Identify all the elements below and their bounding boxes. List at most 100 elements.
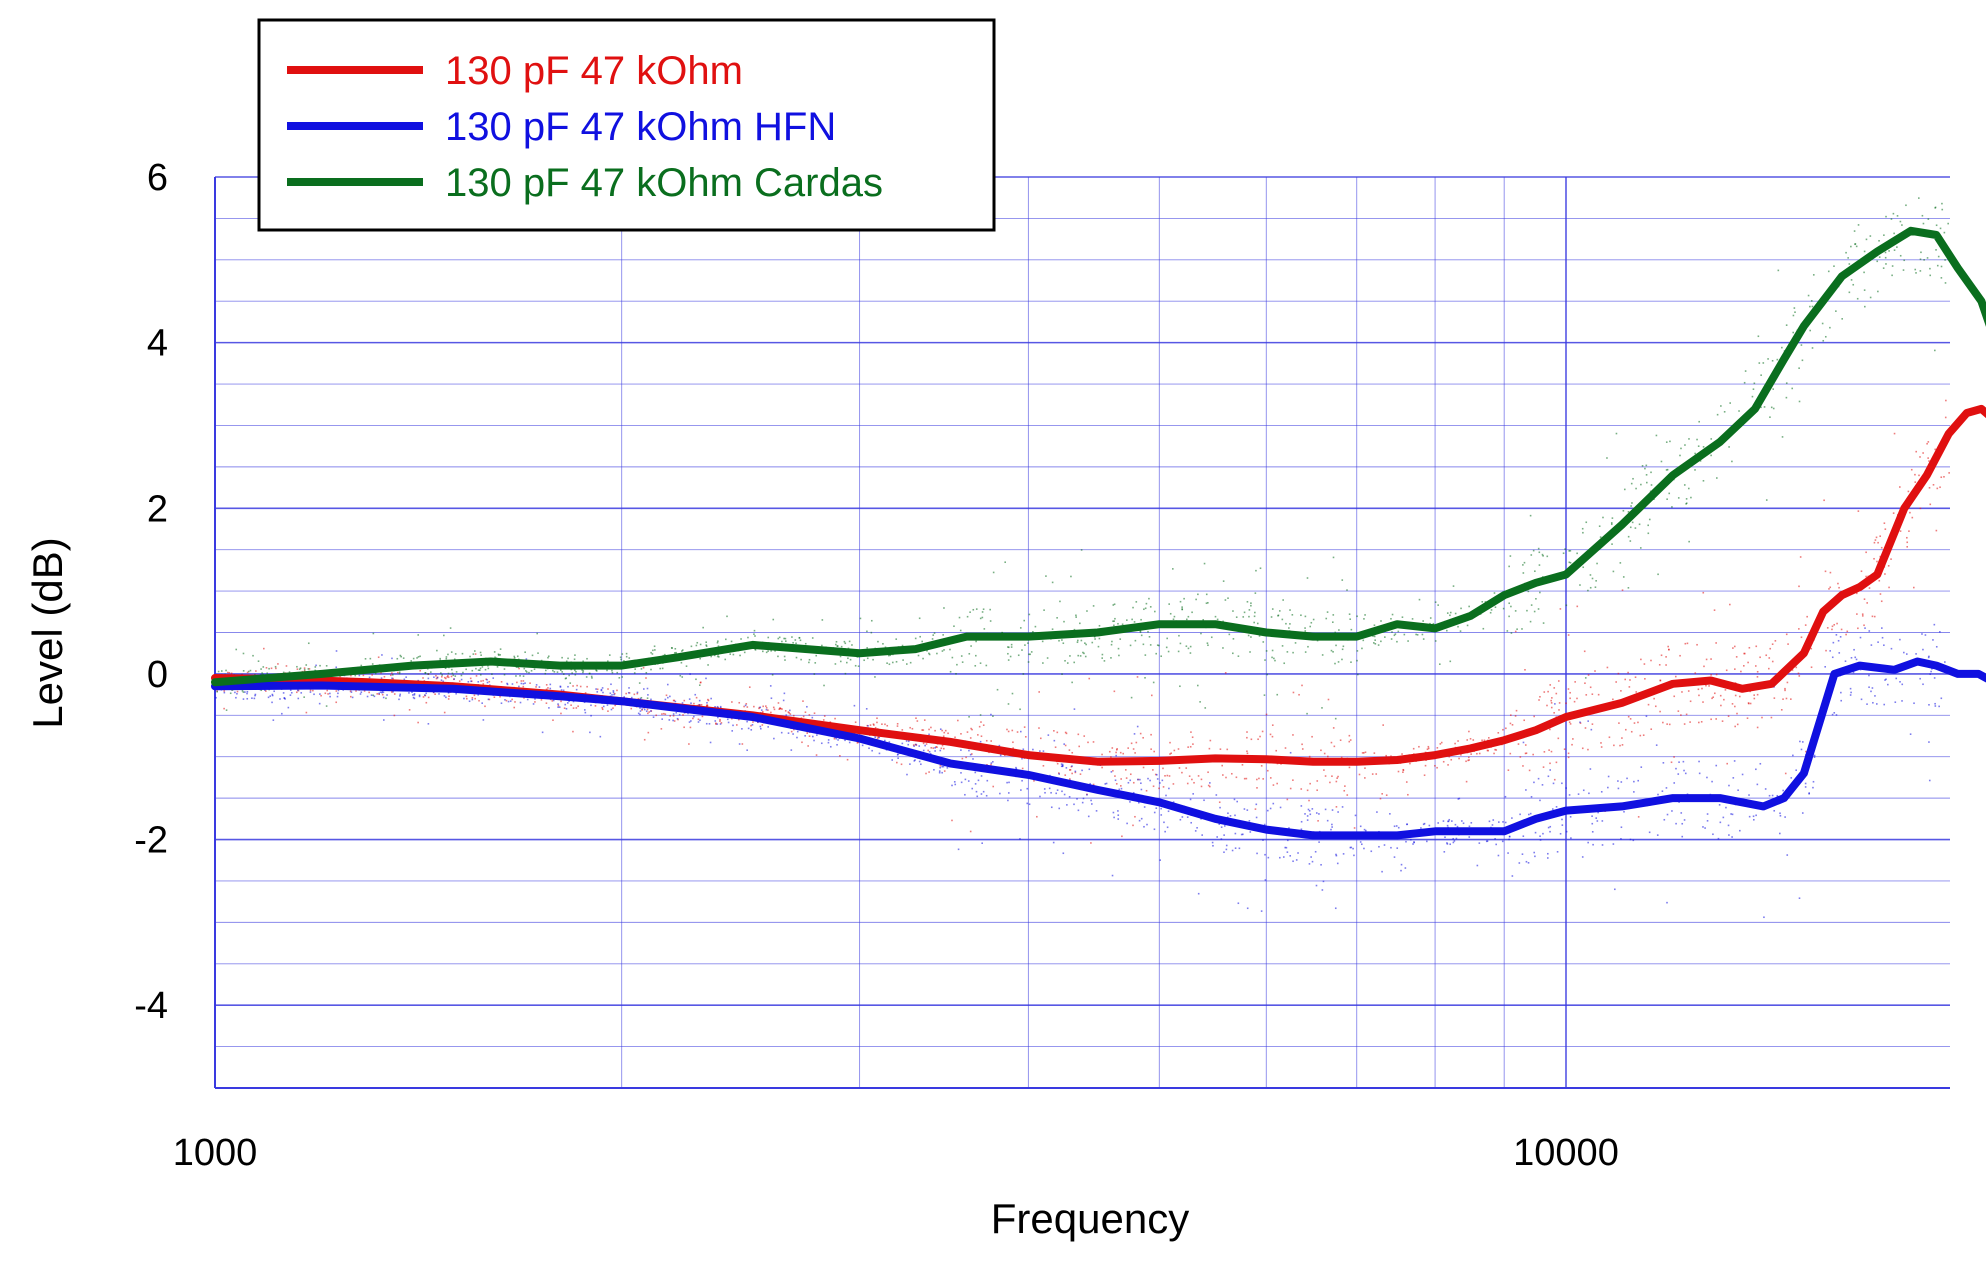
scatter-point xyxy=(1660,654,1663,657)
scatter-point xyxy=(486,678,488,681)
scatter-point xyxy=(1140,782,1142,785)
scatter-point xyxy=(1010,646,1013,648)
scatter-point xyxy=(1687,690,1690,692)
scatter-point xyxy=(523,667,526,670)
scatter-point xyxy=(949,670,952,673)
scatter-point xyxy=(1409,762,1411,765)
scatter-point xyxy=(1110,643,1113,646)
scatter-point xyxy=(1669,440,1671,443)
scatter-point xyxy=(1468,605,1470,608)
scatter-point xyxy=(383,719,385,721)
scatter-point xyxy=(1363,847,1365,850)
scatter-point xyxy=(223,690,226,692)
scatter-point xyxy=(767,636,770,639)
scatter-point xyxy=(1056,617,1058,619)
scatter-point xyxy=(1395,825,1398,827)
scatter-point xyxy=(528,671,530,674)
scatter-point xyxy=(372,632,375,635)
scatter-point xyxy=(1533,610,1536,613)
scatter-point xyxy=(1734,694,1737,697)
scatter-point xyxy=(289,689,292,691)
scatter-point xyxy=(705,722,708,725)
scatter-point xyxy=(445,656,448,658)
scatter-point xyxy=(1660,460,1663,463)
scatter-point xyxy=(1197,775,1200,777)
scatter-point xyxy=(1076,639,1079,642)
scatter-point xyxy=(1308,799,1310,802)
scatter-point xyxy=(1289,623,1291,625)
scatter-point xyxy=(1364,777,1366,779)
scatter-point xyxy=(1659,710,1661,713)
scatter-point xyxy=(1718,804,1721,806)
scatter-point xyxy=(676,717,679,720)
scatter-point xyxy=(1466,739,1469,741)
scatter-point xyxy=(972,608,975,611)
scatter-point xyxy=(1436,766,1438,769)
scatter-point xyxy=(1330,828,1332,831)
scatter-point xyxy=(522,675,525,677)
scatter-point xyxy=(1698,760,1700,763)
scatter-point xyxy=(1168,775,1171,777)
scatter-point xyxy=(1643,663,1646,665)
scatter-point xyxy=(1421,633,1424,636)
scatter-point xyxy=(1591,577,1594,580)
scatter-point xyxy=(1358,773,1361,776)
scatter-point xyxy=(1090,799,1092,802)
scatter-point xyxy=(1846,630,1849,633)
scatter-point xyxy=(1478,842,1481,844)
scatter-point xyxy=(307,668,310,670)
scatter-point xyxy=(235,696,237,699)
scatter-point xyxy=(1611,517,1614,519)
scatter-point xyxy=(1291,614,1294,616)
scatter-point xyxy=(710,655,712,658)
scatter-point xyxy=(436,677,439,679)
scatter-point xyxy=(1523,561,1526,564)
scatter-point xyxy=(1732,647,1734,649)
scatter-point xyxy=(1282,856,1285,858)
scatter-point xyxy=(1461,820,1463,822)
scatter-point xyxy=(846,661,848,664)
scatter-point xyxy=(1112,620,1114,623)
scatter-point xyxy=(1712,833,1714,836)
scatter-point xyxy=(969,753,972,756)
scatter-point xyxy=(1888,586,1890,589)
scatter-point xyxy=(575,688,578,691)
scatter-point xyxy=(886,724,889,727)
scatter-point xyxy=(957,848,960,851)
scatter-point xyxy=(1219,748,1222,750)
scatter-point xyxy=(576,684,578,687)
scatter-point xyxy=(1255,816,1258,819)
scatter-point xyxy=(451,668,453,671)
scatter-point xyxy=(434,693,436,696)
scatter-point xyxy=(1657,573,1659,576)
scatter-point xyxy=(1623,810,1625,813)
scatter-point xyxy=(1060,765,1063,768)
scatter-point xyxy=(738,701,741,704)
scatter-point xyxy=(236,692,238,695)
scatter-point xyxy=(549,687,552,690)
scatter-point xyxy=(1840,691,1842,694)
scatter-point xyxy=(1899,486,1901,488)
scatter-point xyxy=(1530,554,1533,556)
scatter-point xyxy=(1232,610,1234,612)
scatter-point xyxy=(1434,764,1436,767)
scatter-point xyxy=(1246,752,1249,755)
scatter-point xyxy=(1637,816,1640,818)
scatter-point xyxy=(1364,751,1367,754)
scatter-point xyxy=(1698,772,1701,775)
scatter-point xyxy=(337,692,339,695)
scatter-point xyxy=(1113,620,1116,622)
scatter-point xyxy=(591,677,593,679)
scatter-point xyxy=(639,713,641,716)
scatter-point xyxy=(583,709,586,711)
scatter-point xyxy=(1422,620,1424,622)
scatter-point xyxy=(1117,818,1120,820)
scatter-point xyxy=(1363,828,1366,831)
scatter-point xyxy=(783,692,786,695)
scatter-point xyxy=(922,729,925,731)
scatter-point xyxy=(1272,784,1275,786)
scatter-point xyxy=(1710,658,1712,660)
scatter-point xyxy=(257,660,260,662)
scatter-point xyxy=(575,670,577,673)
scatter-point xyxy=(628,687,630,689)
